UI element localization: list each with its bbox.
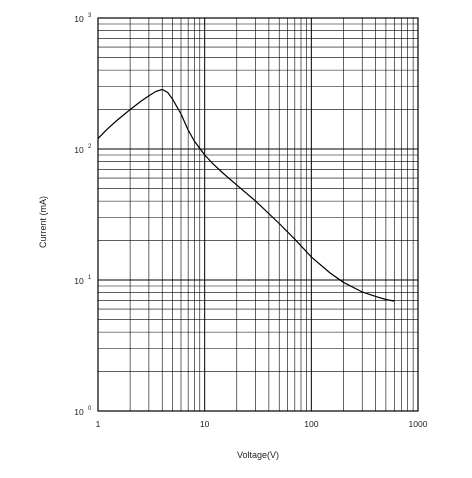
x-tick-label: 10 — [200, 419, 210, 429]
x-axis-label: Voltage(V) — [237, 450, 279, 460]
y-tick-label: 10 — [74, 276, 84, 286]
y-tick-label: 10 — [74, 14, 84, 24]
plot-frame — [97, 17, 419, 412]
current-voltage-curve — [97, 88, 395, 302]
y-tick-labels: 10 0 10 1 10 2 10 3 — [74, 13, 92, 417]
y-tick-label: 10 — [74, 145, 84, 155]
y-axis-label: Current (mA) — [38, 196, 48, 248]
y-tick-label: 10 — [74, 407, 84, 417]
x-tick-label: 100 — [304, 419, 318, 429]
grid — [97, 18, 418, 412]
x-tick-label: 1 — [96, 419, 101, 429]
y-tick-exponent: 1 — [88, 275, 92, 281]
y-tick-exponent: 3 — [88, 13, 92, 19]
x-tick-labels: 1 10 100 1000 — [96, 419, 428, 429]
y-tick-exponent: 2 — [88, 144, 92, 150]
y-tick-exponent: 0 — [88, 406, 92, 412]
x-tick-label: 1000 — [409, 419, 428, 429]
